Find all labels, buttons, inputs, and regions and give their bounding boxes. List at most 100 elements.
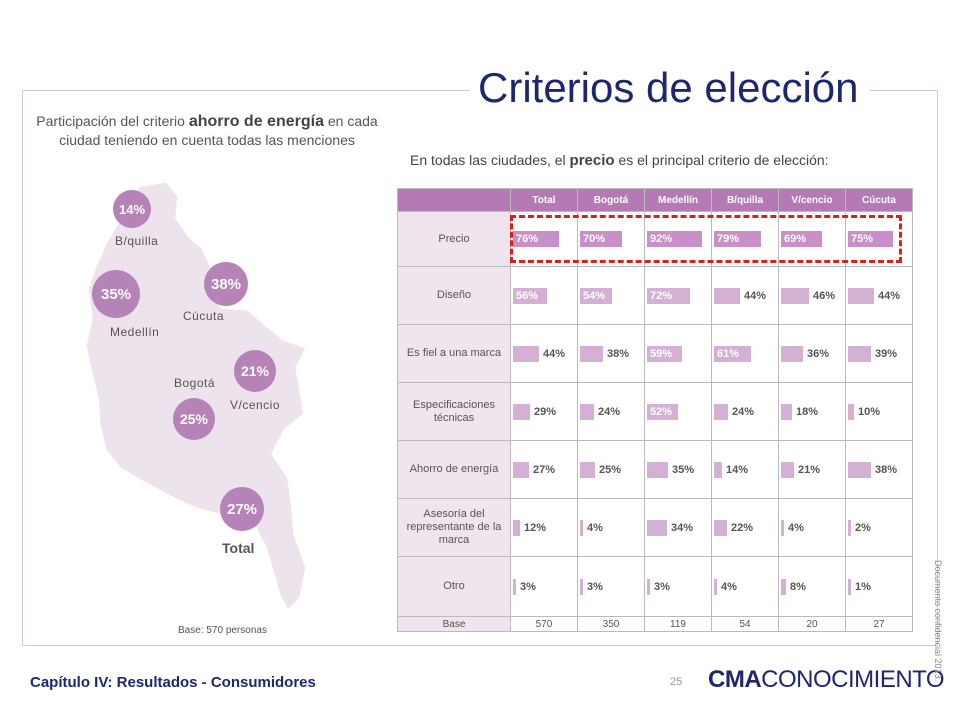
- total-label: Total: [222, 540, 255, 556]
- value-label: 92%: [650, 233, 673, 245]
- value-bar: [848, 287, 874, 304]
- value-label: 76%: [516, 233, 539, 245]
- value-bar: [848, 345, 871, 362]
- value-bar: [647, 231, 702, 247]
- row-label: Otro: [397, 556, 511, 617]
- bubble-vcencio: 21%: [234, 350, 276, 392]
- base-value: 54: [711, 616, 779, 632]
- subtitle-bold: precio: [569, 152, 615, 169]
- table-cell: 44%: [845, 266, 913, 325]
- value-bar: [513, 519, 520, 536]
- value-bar: [781, 345, 803, 362]
- value-label: 56%: [516, 289, 539, 302]
- table-cell: 24%: [711, 382, 779, 441]
- value-label: 29%: [534, 405, 557, 418]
- table-cell: 35%: [644, 440, 712, 499]
- row-label: Diseño: [397, 266, 511, 325]
- value-label: 69%: [784, 233, 807, 245]
- map-title: Participación del criterio ahorro de ene…: [30, 112, 384, 150]
- value-bar: [848, 231, 893, 247]
- row-label: Ahorro de energía: [397, 440, 511, 499]
- value-label: 36%: [807, 347, 830, 360]
- value-label: 24%: [598, 405, 621, 418]
- value-bar: [781, 231, 822, 247]
- table-cell: 18%: [778, 382, 846, 441]
- table-cell: 24%: [577, 382, 645, 441]
- value-bar: [513, 287, 547, 304]
- map-title-pre: Participación del criterio: [36, 113, 185, 129]
- value-bar: [513, 461, 529, 478]
- value-label: 14%: [726, 463, 749, 476]
- table-cell: 21%: [778, 440, 846, 499]
- city-label-cucuta: Cúcuta: [183, 309, 225, 323]
- page-number: 25: [670, 676, 683, 688]
- value-bar: [714, 461, 722, 478]
- table-cell: 52%: [644, 382, 712, 441]
- footer-chapter: Capítulo IV: Resultados - Consumidores: [30, 674, 316, 691]
- value-bar: [647, 519, 667, 536]
- value-label: 38%: [875, 463, 898, 476]
- value-label: 35%: [672, 463, 695, 476]
- value-bar: [781, 403, 792, 420]
- value-label: 46%: [813, 289, 836, 302]
- value-label: 12%: [524, 521, 547, 534]
- base-value: 119: [644, 616, 712, 632]
- table-cell: 36%: [778, 324, 846, 383]
- value-label: 21%: [798, 463, 821, 476]
- row-label: Es fiel a una marca: [397, 324, 511, 383]
- table-row: Especificaciones técnicas 29% 24% 52% 24% 18%…: [397, 382, 913, 441]
- table-cell: 4%: [778, 498, 846, 557]
- table-cell: 76%: [510, 211, 578, 267]
- row-label: Asesoría del representante de la marca: [397, 498, 511, 557]
- city-label-medellin: Medellín: [110, 325, 160, 339]
- value-label: 34%: [671, 521, 694, 534]
- table-cell: 3%: [510, 556, 578, 617]
- value-bar: [580, 345, 603, 362]
- table-cell: 59%: [644, 324, 712, 383]
- base-value: 20: [778, 616, 846, 632]
- value-label: 38%: [607, 347, 630, 360]
- value-bar: [848, 403, 854, 420]
- table-cell: 56%: [510, 266, 578, 325]
- table-cell: 2%: [845, 498, 913, 557]
- col-header-total: Total: [510, 188, 578, 212]
- table-header-corner: [397, 188, 511, 212]
- bubble-medellin: 35%: [92, 270, 140, 318]
- value-bar: [647, 461, 668, 478]
- value-label: 25%: [599, 463, 622, 476]
- criteria-table: Total Bogotá Medellín B/quilla V/cencio …: [397, 188, 913, 632]
- table-cell: 69%: [778, 211, 846, 267]
- value-label: 4%: [587, 521, 603, 534]
- subtitle-post: es el principal criterio de elección:: [618, 152, 829, 168]
- cma-logo: CMACONOCIMIENTO: [708, 666, 945, 694]
- value-bar: [580, 519, 583, 536]
- value-bar: [714, 519, 727, 536]
- title-background: [470, 80, 870, 100]
- table-row: Diseño 56% 54% 72% 44% 46% 44%: [397, 266, 913, 325]
- value-bar: [647, 578, 650, 595]
- table-header-row: Total Bogotá Medellín B/quilla V/cencio …: [397, 188, 913, 212]
- table-cell: 70%: [577, 211, 645, 267]
- map-base-note: Base: 570 personas: [178, 625, 267, 636]
- table-cell: 27%: [510, 440, 578, 499]
- table-base-row: Base 570 350 119 54 20 27: [397, 616, 913, 632]
- table-cell: 22%: [711, 498, 779, 557]
- value-label: 44%: [744, 289, 767, 302]
- confidential-note: Documento confidencial 2013.: [933, 560, 943, 682]
- value-label: 44%: [878, 289, 901, 302]
- value-bar: [513, 403, 530, 420]
- table-cell: 46%: [778, 266, 846, 325]
- value-label: 18%: [796, 405, 819, 418]
- row-label: Precio: [397, 211, 511, 267]
- value-bar: [848, 578, 851, 595]
- value-bar: [513, 578, 516, 595]
- table-cell: 44%: [510, 324, 578, 383]
- col-header-bogota: Bogotá: [577, 188, 645, 212]
- value-label: 44%: [543, 347, 566, 360]
- city-label-bquilla: B/quilla: [115, 234, 159, 248]
- value-bar: [647, 287, 690, 304]
- value-label: 10%: [858, 405, 881, 418]
- table-cell: 10%: [845, 382, 913, 441]
- value-bar: [580, 461, 595, 478]
- value-bar: [647, 345, 682, 362]
